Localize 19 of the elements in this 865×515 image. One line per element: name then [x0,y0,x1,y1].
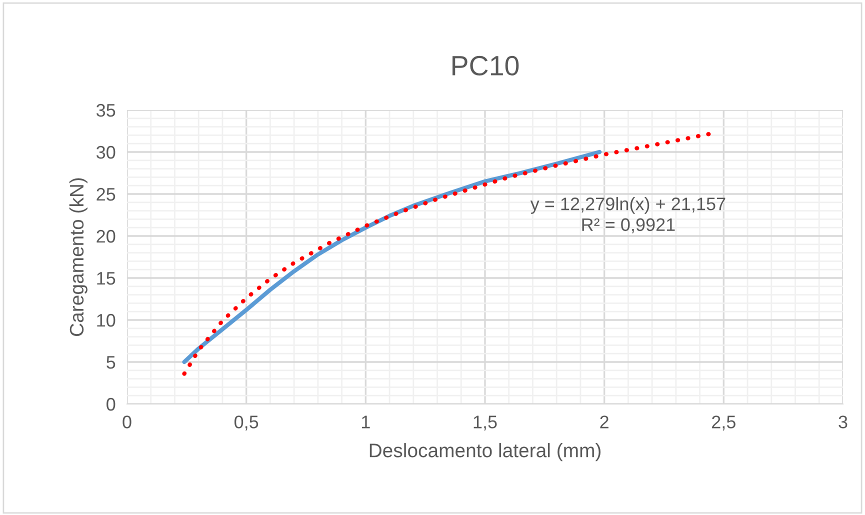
x-axis-title: Deslocamento lateral (mm) [370,443,600,462]
y-axis-title: Caregamento (kN) [69,178,88,336]
x-tick-label: 0 [122,416,132,428]
y-tick-label: 25 [96,188,116,201]
x-tick-label: 2 [600,416,608,428]
x-tick-label: 0,5 [234,416,258,431]
y-tick-label: 5 [106,356,116,369]
y-tick-label: 0 [106,398,116,411]
chart-title: PC10 [452,56,519,76]
x-tick-label: 2,5 [712,416,736,431]
x-tick-label: 1,5 [474,416,497,431]
y-tick-label: 20 [96,230,116,243]
annotation: y = 12,279ln(x) + 21,157 R² = 0,9921 [530,197,726,234]
x-tick-label: 3 [838,416,848,428]
x-tick-label: 1 [362,416,370,428]
y-tick-label: 15 [97,272,116,285]
y-tick-label: 35 [96,104,116,117]
y-tick-label: 30 [96,146,116,159]
y-tick-label: 10 [97,314,116,327]
